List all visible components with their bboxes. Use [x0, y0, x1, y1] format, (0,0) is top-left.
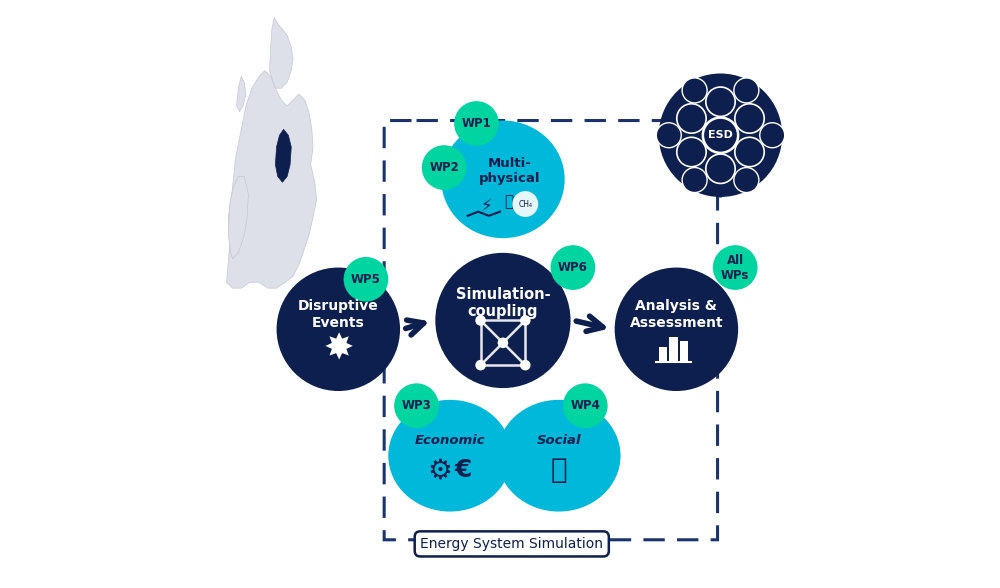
Text: Energy System Simulation: Energy System Simulation	[420, 537, 603, 551]
Ellipse shape	[656, 123, 681, 148]
Ellipse shape	[735, 138, 764, 167]
Text: €: €	[454, 459, 472, 482]
Polygon shape	[228, 176, 248, 259]
Ellipse shape	[475, 315, 486, 326]
Ellipse shape	[422, 145, 466, 190]
Text: WP2: WP2	[429, 161, 459, 174]
Ellipse shape	[454, 101, 499, 146]
Ellipse shape	[659, 74, 782, 197]
Polygon shape	[270, 18, 293, 88]
Ellipse shape	[498, 338, 508, 348]
Text: WP4: WP4	[570, 399, 600, 412]
Text: WP3: WP3	[402, 399, 431, 412]
Ellipse shape	[520, 360, 531, 370]
Polygon shape	[227, 71, 317, 288]
Ellipse shape	[512, 191, 538, 217]
Text: CH₄: CH₄	[518, 199, 532, 209]
Text: Multi-
physical: Multi- physical	[479, 156, 541, 185]
Ellipse shape	[734, 78, 759, 103]
Text: WP1: WP1	[462, 117, 491, 130]
Text: Economic: Economic	[415, 435, 485, 447]
Polygon shape	[275, 129, 291, 182]
Ellipse shape	[703, 118, 738, 153]
Ellipse shape	[551, 245, 595, 290]
Ellipse shape	[388, 400, 512, 512]
Ellipse shape	[677, 104, 706, 133]
Ellipse shape	[735, 104, 764, 133]
Text: WP5: WP5	[351, 273, 381, 286]
Text: 👥: 👥	[550, 456, 567, 485]
Ellipse shape	[713, 245, 758, 290]
Text: Disruptive
Events: Disruptive Events	[298, 299, 379, 330]
Text: Social: Social	[537, 435, 581, 447]
Ellipse shape	[734, 168, 759, 192]
Bar	[680, 341, 688, 362]
Ellipse shape	[615, 268, 738, 391]
Text: Simulation-
coupling: Simulation- coupling	[456, 286, 550, 319]
Ellipse shape	[563, 383, 608, 428]
Ellipse shape	[344, 257, 388, 302]
Ellipse shape	[682, 78, 707, 103]
Text: ⚙: ⚙	[427, 456, 452, 485]
Ellipse shape	[760, 123, 785, 148]
Text: WP6: WP6	[558, 261, 588, 274]
Ellipse shape	[394, 383, 439, 428]
Ellipse shape	[682, 168, 707, 192]
Text: All
WPs: All WPs	[721, 253, 749, 282]
Text: Analysis &
Assessment: Analysis & Assessment	[630, 299, 723, 330]
Ellipse shape	[497, 400, 621, 512]
Ellipse shape	[277, 268, 400, 391]
Ellipse shape	[475, 360, 486, 370]
Text: ⚡: ⚡	[481, 197, 492, 215]
Bar	[669, 337, 678, 362]
Text: ESD: ESD	[708, 130, 733, 141]
Ellipse shape	[677, 138, 706, 167]
Ellipse shape	[441, 121, 565, 238]
Ellipse shape	[520, 315, 531, 326]
Ellipse shape	[706, 87, 735, 116]
Text: ✸: ✸	[323, 333, 353, 367]
Text: 🔥: 🔥	[504, 194, 513, 209]
Ellipse shape	[706, 154, 735, 183]
Polygon shape	[237, 76, 246, 112]
Bar	[659, 347, 667, 362]
Ellipse shape	[435, 253, 571, 388]
